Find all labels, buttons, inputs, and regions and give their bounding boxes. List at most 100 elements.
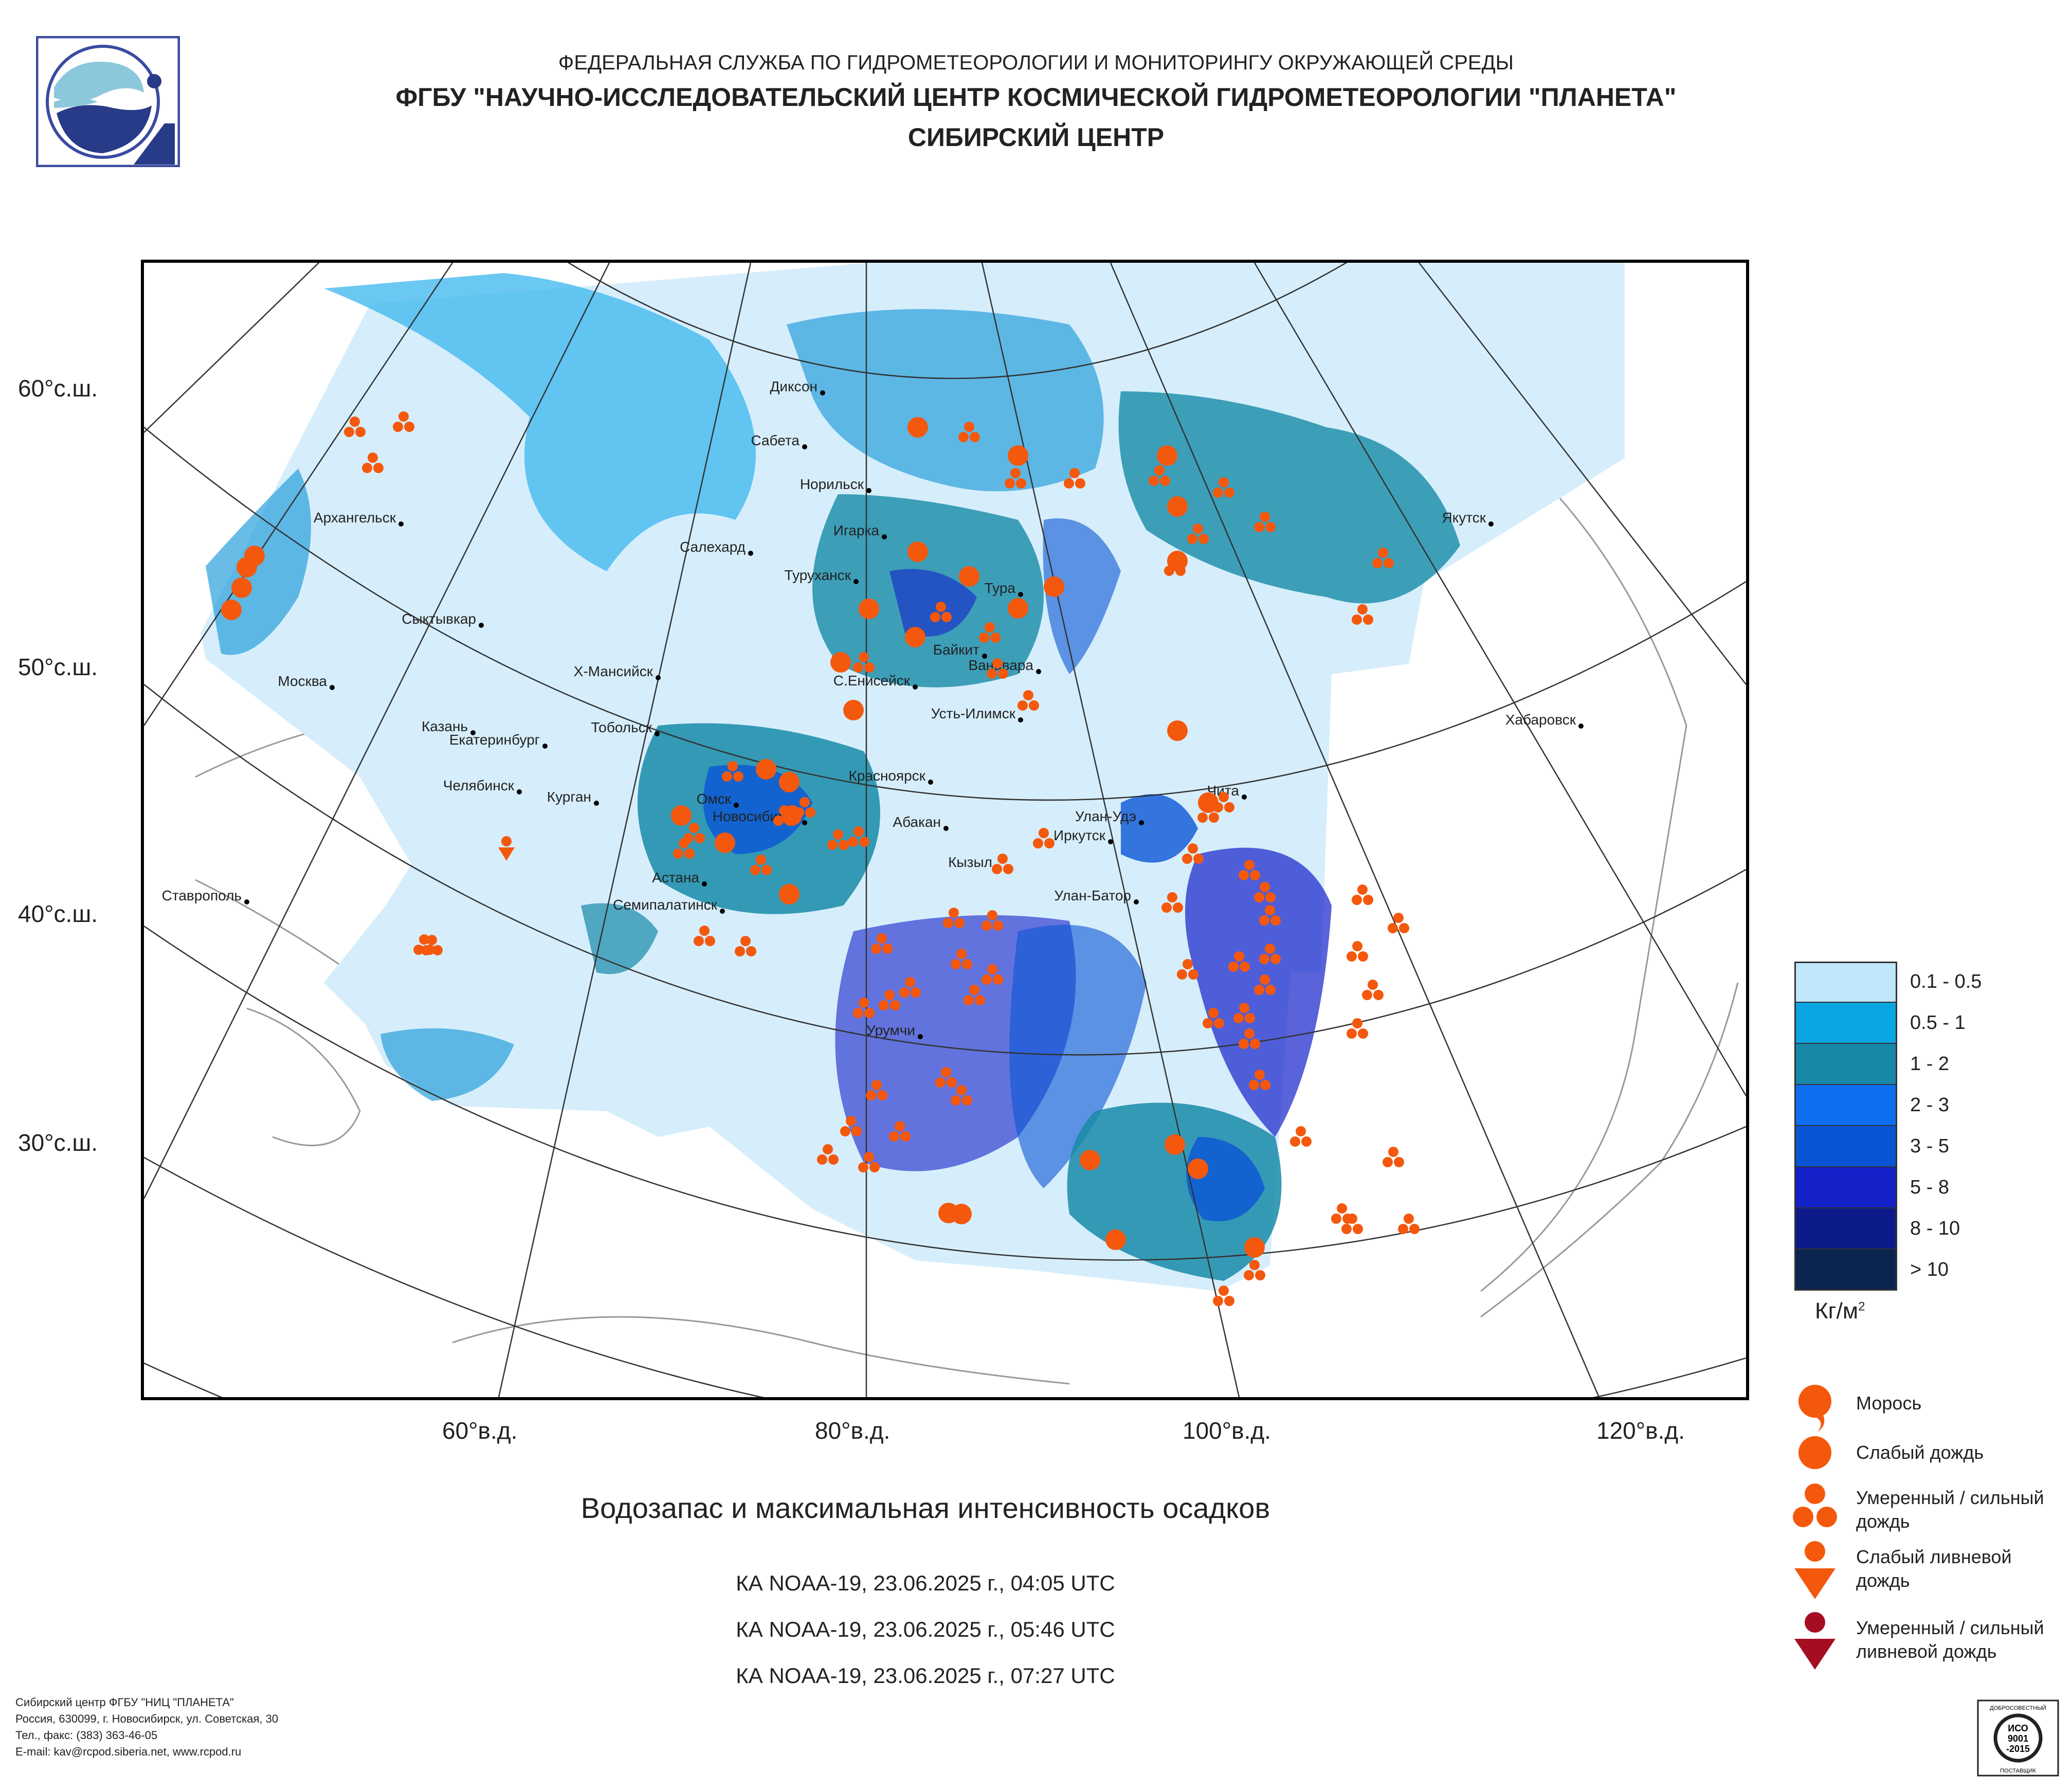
light-rain-mark	[905, 627, 925, 647]
city-18: Екатеринбург	[449, 732, 548, 749]
moderate-rain-mark	[1249, 1070, 1270, 1090]
moderate-rain-mark	[866, 1080, 887, 1100]
moderate-rain-mark	[344, 417, 366, 437]
svg-text:Норильск: Норильск	[800, 476, 864, 492]
moderate-rain-mark	[817, 1144, 839, 1165]
svg-text:Сабета: Сабета	[751, 432, 799, 448]
moderate-rain-mark	[858, 1152, 880, 1172]
moderate-rain-mark	[951, 949, 972, 969]
svg-text:Тобольск: Тобольск	[591, 719, 652, 735]
moderate-rain-mark	[840, 1116, 862, 1136]
units-label: Кг/м2	[1815, 1298, 1865, 1324]
light-rain-mark	[907, 417, 928, 438]
svg-text:Москва: Москва	[278, 673, 327, 689]
svg-text:Екатеринбург: Екатеринбург	[449, 732, 540, 748]
legend-light-shower: Слабый ливневой дождь	[1789, 1540, 2012, 1604]
moderate-rain-mark	[1164, 555, 1186, 576]
moderate-rain-mark	[673, 838, 695, 859]
footer-contacts: Сибирский центр ФГБУ "НИЦ "ПЛАНЕТА" Росс…	[15, 1694, 278, 1760]
map-title: Водозапас и максимальная интенсивность о…	[580, 1492, 1270, 1524]
moderate-rain-mark	[1161, 892, 1183, 913]
svg-text:Х-Мансийск: Х-Мансийск	[574, 663, 653, 679]
moderate-rain-mark	[1239, 1028, 1260, 1049]
moderate-rain-mark	[1213, 792, 1234, 812]
city-14: Москва	[278, 673, 335, 690]
footer-line: Сибирский центр ФГБУ "НИЦ "ПЛАНЕТА"	[15, 1696, 234, 1709]
moderate-rain-mark	[1352, 604, 1373, 625]
footer-line: Тел., факс: (383) 363-46-05	[15, 1729, 158, 1742]
header-agency: ФЕДЕРАЛЬНАЯ СЛУЖБА ПО ГИДРОМЕТЕОРОЛОГИИ …	[558, 51, 1514, 74]
moderate-rain-mark	[958, 422, 980, 442]
svg-text:Курган: Курган	[547, 789, 591, 805]
moderate-rain-mark	[1033, 828, 1055, 848]
moderate-rain-mark	[943, 908, 965, 928]
legend-range-label: 5 - 8	[1910, 1177, 1950, 1198]
city-30: Ставрополь	[162, 888, 249, 904]
moderate-rain-mark	[1239, 860, 1260, 880]
moderate-rain-mark	[1017, 690, 1039, 711]
city-10: Байкит	[933, 642, 987, 659]
svg-text:Казань: Казань	[422, 718, 468, 734]
city-9: Сыктывкар	[402, 611, 484, 628]
light-rain-mark	[843, 700, 864, 720]
city-22: Курган	[547, 789, 599, 806]
lat-label-40: 40°с.ш.	[18, 900, 98, 927]
legend-moderate-shower: Умеренный / сильный ливневой дождь	[1789, 1612, 2044, 1676]
lon-label-60: 60°в.д.	[442, 1417, 518, 1444]
moderate-rain-mark	[979, 622, 1001, 643]
svg-text:-2015: -2015	[2006, 1744, 2030, 1754]
light-rain-mark	[231, 577, 252, 598]
city-2: Норильск	[800, 476, 871, 493]
city-13: С.Енисейск	[833, 673, 918, 690]
moderate-rain-mark	[992, 854, 1013, 874]
city-26: Абакан	[893, 814, 949, 831]
moderate-rain-mark	[1331, 1203, 1353, 1224]
city-32: Семипалатинск	[613, 897, 725, 914]
moderate-rain-mark	[1362, 980, 1384, 1000]
lat-label-60: 60°с.ш.	[18, 375, 98, 402]
map-frame: Диксон Сабета Норильск Архангельск Игарка Сал…	[141, 260, 1749, 1400]
light-rain-mark	[1167, 720, 1188, 741]
svg-text:Челябинск: Челябинск	[443, 777, 515, 793]
moderate-rain-mark	[827, 829, 849, 850]
city-28: Иркутск	[1053, 827, 1113, 844]
moderate-rain-mark	[393, 411, 414, 432]
moderate-rain-mark	[899, 977, 921, 998]
moderate-rain-mark	[1005, 468, 1026, 489]
svg-text:9001: 9001	[2008, 1733, 2028, 1744]
lon-label-80: 80°в.д.	[815, 1417, 890, 1444]
light-rain-mark	[1167, 496, 1188, 517]
legend-color-swatch	[1794, 1167, 1897, 1208]
light-rain-mark	[1080, 1150, 1100, 1170]
moderate-rain-mark	[853, 998, 875, 1018]
city-7: Тура	[985, 580, 1023, 597]
city-4: Игарка	[833, 522, 887, 539]
moderate-rain-mark	[1182, 843, 1204, 864]
moderate-rain-mark	[1254, 974, 1276, 995]
lon-label-100: 100°в.д.	[1183, 1417, 1271, 1444]
svg-text:Диксон: Диксон	[770, 378, 817, 394]
city-21: Челябинск	[443, 777, 522, 794]
legend-range-label: 1 - 2	[1910, 1053, 1950, 1075]
svg-text:Хабаровск: Хабаровск	[1505, 712, 1576, 728]
moderate-rain-mark	[1352, 884, 1373, 905]
moderate-rain-mark	[1187, 523, 1209, 544]
planeta-logo	[36, 36, 180, 167]
moderate-shower-icon	[1794, 1612, 1835, 1670]
legend-moderate-rain: Умеренный / сильный дождь	[1789, 1481, 2044, 1545]
city-31: Астана	[652, 870, 707, 887]
legend-color-swatch	[1794, 1003, 1897, 1044]
city-6: Туруханск	[785, 567, 859, 584]
moderate-rain-mark	[930, 602, 952, 622]
light-rain-mark	[779, 772, 799, 792]
iso-badge: ДОБРОСОВЕСТНЫЙ ИСО 9001 -2015 ПОСТАВЩИК	[1977, 1699, 2059, 1777]
city-1: Сабета	[751, 432, 807, 449]
light-rain-mark	[830, 652, 851, 673]
svg-text:Игарка: Игарка	[833, 522, 880, 538]
moderate-rain-mark	[1244, 1260, 1265, 1280]
city-labels: Диксон Сабета Норильск Архангельск Игарка Сал…	[162, 378, 1584, 1039]
city-8: Якутск	[1442, 510, 1494, 527]
moderate-rain-mark	[1213, 477, 1234, 498]
svg-text:Кызыл: Кызыл	[948, 854, 992, 870]
light-rain-mark	[1044, 576, 1064, 597]
